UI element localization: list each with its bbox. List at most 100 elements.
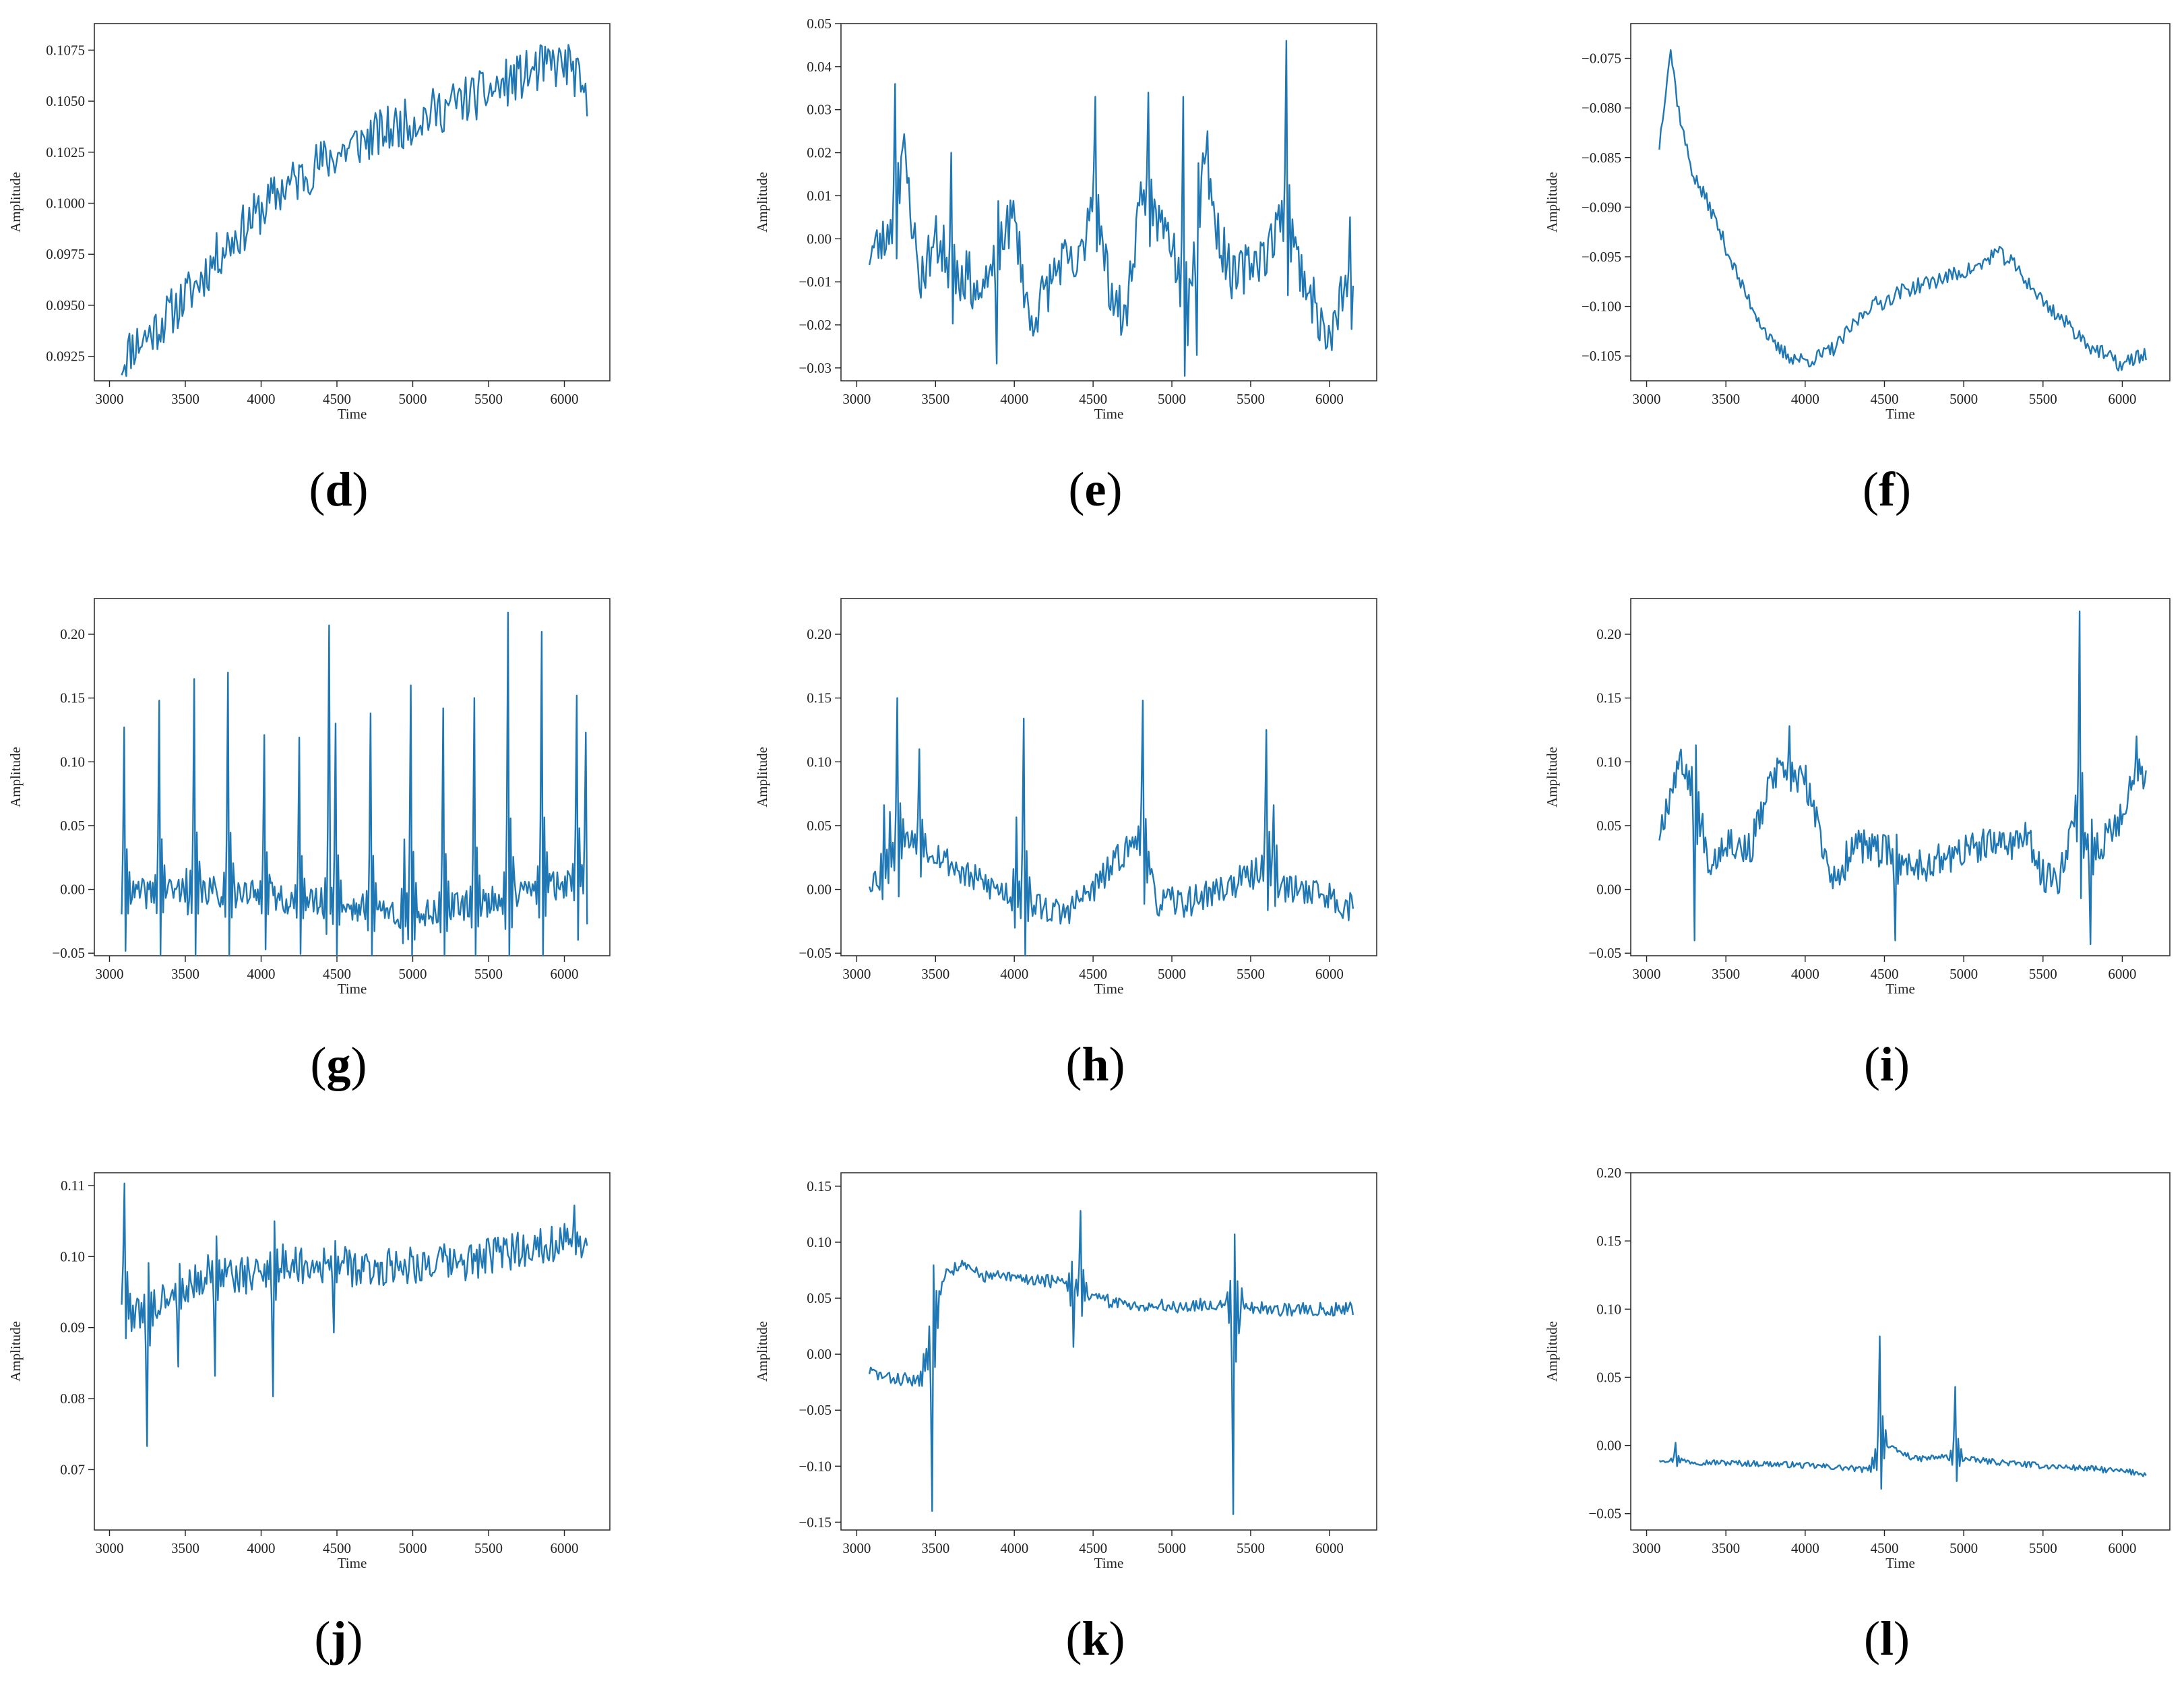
x-tick-label: 6000 <box>2108 391 2136 407</box>
x-tick-label: 4000 <box>1000 391 1028 407</box>
x-tick-label: 4000 <box>1791 966 1819 982</box>
panel-k: 3000 3500 4000 4500 5000 5500 6000 −0.15 −0.10 −0… <box>754 1172 1377 1665</box>
x-tick-label: 4500 <box>323 391 351 407</box>
x-tick-label: 5500 <box>1237 391 1265 407</box>
x-axis-label: Time <box>338 981 367 997</box>
y-tick-label: 0.10 <box>1596 1301 1621 1317</box>
panel-label-g: (g) <box>311 1037 367 1091</box>
x-tick-label: 6000 <box>2108 966 2136 982</box>
panel-f: 3000 3500 4000 4500 5000 5500 6000 −0.105 −0.100… <box>1544 23 2171 516</box>
y-tick-label: −0.05 <box>799 1402 832 1418</box>
axes-frame <box>1630 23 2171 381</box>
series-line-g <box>121 611 588 957</box>
y-tick-label: 0.08 <box>60 1390 85 1407</box>
y-tick-label: −0.095 <box>1582 249 1621 265</box>
x-axis-label: Time <box>1094 981 1124 997</box>
y-tick-label: −0.090 <box>1582 199 1621 215</box>
y-tick-label: 0.15 <box>1596 1233 1621 1249</box>
x-tick-label: 6000 <box>1315 966 1344 982</box>
x-axis-label: Time <box>1885 1555 1915 1571</box>
y-tick-label: 0.10 <box>1596 754 1621 770</box>
series-line-l <box>1658 1335 2147 1490</box>
y-tick-label: −0.105 <box>1582 348 1621 364</box>
y-tick-label: 0.02 <box>807 145 832 161</box>
y-tick-label: 0.1050 <box>46 93 85 109</box>
x-tick-label: 5000 <box>1949 1540 1978 1556</box>
y-tick-label: −0.15 <box>799 1514 832 1530</box>
x-tick-label: 5000 <box>1949 966 1978 982</box>
y-tick-label: 0.11 <box>61 1177 85 1194</box>
y-tick-label: 0.20 <box>807 626 832 642</box>
x-tick-label: 3500 <box>1712 966 1740 982</box>
series-line-k <box>868 1210 1354 1515</box>
y-axis-label: Amplitude <box>1544 1321 1560 1382</box>
x-tick-label: 4000 <box>247 1540 276 1556</box>
x-tick-label: 6000 <box>2108 1540 2136 1556</box>
y-tick-label: 0.01 <box>807 187 832 204</box>
y-tick-label: 0.04 <box>807 59 832 75</box>
x-tick-label: 4500 <box>1079 1540 1107 1556</box>
y-tick-label: −0.080 <box>1582 100 1621 116</box>
y-tick-label: −0.03 <box>799 360 832 376</box>
panel-d: 3000 3500 4000 4500 5000 5500 6000 0.0925 0.0950… <box>7 23 611 516</box>
axes-frame <box>94 23 611 381</box>
y-tick-label: 0.07 <box>60 1461 85 1477</box>
x-tick-label: 3000 <box>96 966 124 982</box>
x-tick-label: 5500 <box>1237 966 1265 982</box>
x-tick-label: 6000 <box>551 391 579 407</box>
y-tick-label: 0.0950 <box>46 297 85 313</box>
y-tick-label: 0.03 <box>807 102 832 118</box>
panel-i: 3000 3500 4000 4500 5000 5500 6000 −0.05 0.00 0.0… <box>1544 598 2171 1091</box>
x-tick-label: 3000 <box>1633 1540 1661 1556</box>
panel-g: 3000 3500 4000 4500 5000 5500 6000 −0.05 0.00 0.0… <box>7 598 611 1091</box>
y-tick-label: 0.10 <box>807 754 832 770</box>
x-tick-label: 5500 <box>474 391 503 407</box>
x-tick-label: 3000 <box>842 391 871 407</box>
x-axis-label: Time <box>338 1555 367 1571</box>
x-tick-label: 5000 <box>399 391 427 407</box>
y-tick-label: −0.100 <box>1582 299 1621 315</box>
y-tick-label: 0.05 <box>807 1290 832 1306</box>
x-tick-label: 3500 <box>1712 1540 1740 1556</box>
axes-frame <box>1630 1172 2171 1531</box>
y-tick-label: 0.20 <box>60 626 85 642</box>
y-tick-label: 0.15 <box>807 1178 832 1194</box>
y-tick-label: 0.20 <box>1596 1165 1621 1181</box>
axes-frame <box>840 598 1377 956</box>
x-tick-label: 6000 <box>551 1540 579 1556</box>
x-tick-label: 3000 <box>842 1540 871 1556</box>
y-axis-label: Amplitude <box>1544 747 1560 807</box>
axes-frame <box>1630 598 2171 956</box>
y-tick-label: 0.00 <box>60 882 85 898</box>
x-tick-label: 3000 <box>1633 966 1661 982</box>
panel-label-j: (j) <box>315 1612 363 1665</box>
x-tick-label: 3500 <box>171 391 199 407</box>
y-tick-label: −0.05 <box>799 945 832 961</box>
x-tick-label: 5500 <box>2029 1540 2057 1556</box>
x-tick-label: 3000 <box>96 391 124 407</box>
y-tick-label: 0.05 <box>1596 818 1621 834</box>
y-tick-label: −0.075 <box>1582 51 1621 67</box>
x-tick-label: 4500 <box>323 1540 351 1556</box>
y-tick-label: −0.10 <box>799 1458 832 1474</box>
panel-label-f: (f) <box>1863 462 1911 516</box>
x-tick-label: 5000 <box>1949 391 1978 407</box>
x-tick-label: 4000 <box>1000 966 1028 982</box>
y-tick-label: 0.20 <box>1596 626 1621 642</box>
panel-label-e: (e) <box>1069 462 1123 516</box>
y-tick-label: 0.0925 <box>46 348 85 365</box>
panel-l: 3000 3500 4000 4500 5000 5500 6000 −0.05 0.00 0.0… <box>1544 1165 2171 1665</box>
x-tick-label: 4500 <box>1870 966 1898 982</box>
axes-frame <box>94 1172 611 1531</box>
x-tick-label: 3500 <box>171 966 199 982</box>
series-line-d <box>121 44 588 377</box>
y-tick-label: 0.15 <box>807 690 832 706</box>
y-tick-label: 0.00 <box>807 231 832 247</box>
y-axis-label: Amplitude <box>754 172 770 233</box>
series-line-i <box>1658 610 2147 946</box>
y-tick-label: 0.15 <box>60 690 85 706</box>
x-tick-label: 5500 <box>474 1540 503 1556</box>
y-tick-label: 0.00 <box>807 882 832 898</box>
x-tick-label: 3000 <box>842 966 871 982</box>
